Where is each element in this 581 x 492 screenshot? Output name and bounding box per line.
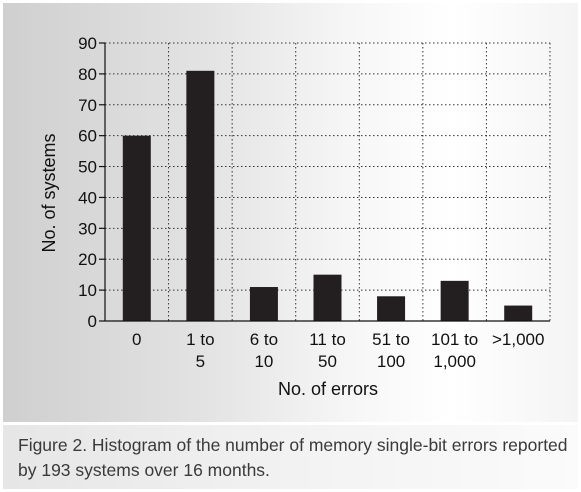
x-category-label: 6 to 10 bbox=[250, 330, 278, 371]
y-tick-label: 50 bbox=[78, 158, 97, 177]
axes bbox=[99, 42, 550, 322]
bar bbox=[440, 280, 469, 321]
x-category-label: 0 bbox=[132, 330, 141, 349]
x-category-label: 51 to 100 bbox=[372, 330, 410, 371]
bar bbox=[313, 274, 342, 321]
caption-panel: Figure 2. Histogram of the number of mem… bbox=[3, 425, 578, 489]
y-tick-label: 90 bbox=[78, 34, 97, 53]
y-tick-label: 10 bbox=[78, 281, 97, 300]
x-category-label: 11 to 50 bbox=[309, 330, 346, 371]
x-category-label: 101 to 1,000 bbox=[431, 330, 478, 371]
y-tick-label: 70 bbox=[78, 96, 97, 115]
y-tick-label: 40 bbox=[78, 188, 97, 207]
bar bbox=[122, 135, 151, 321]
x-axis-title: No. of errors bbox=[278, 379, 378, 399]
y-tick-label: 60 bbox=[78, 127, 97, 146]
y-tick-label: 20 bbox=[78, 250, 97, 269]
y-axis-title: No. of systems bbox=[39, 133, 59, 252]
bars bbox=[122, 70, 533, 321]
figure-caption: Figure 2. Histogram of the number of mem… bbox=[18, 435, 568, 480]
y-tick-labels: 0 10 20 30 40 50 60 70 80 90 bbox=[78, 34, 97, 331]
x-category-labels: 0 1 to 5 6 to 10 11 to 50 51 to 100 101 to 1,000 >1… bbox=[132, 330, 544, 371]
chart-panel: 0 10 20 30 40 50 60 70 80 90 0 1 to 5 6 to 10 11 to 50 5… bbox=[3, 3, 578, 422]
y-tick-label: 30 bbox=[78, 219, 97, 238]
histogram-chart: 0 10 20 30 40 50 60 70 80 90 0 1 to 5 6 to 10 11 to 50 5… bbox=[39, 34, 551, 399]
x-category-label: 1 to 5 bbox=[186, 330, 214, 371]
y-tick-label: 0 bbox=[88, 312, 97, 331]
bar bbox=[249, 287, 278, 321]
y-tick-label: 80 bbox=[78, 65, 97, 84]
bar bbox=[504, 305, 533, 321]
x-category-label: >1,000 bbox=[492, 330, 544, 349]
bar bbox=[377, 296, 406, 321]
bar bbox=[186, 70, 215, 321]
